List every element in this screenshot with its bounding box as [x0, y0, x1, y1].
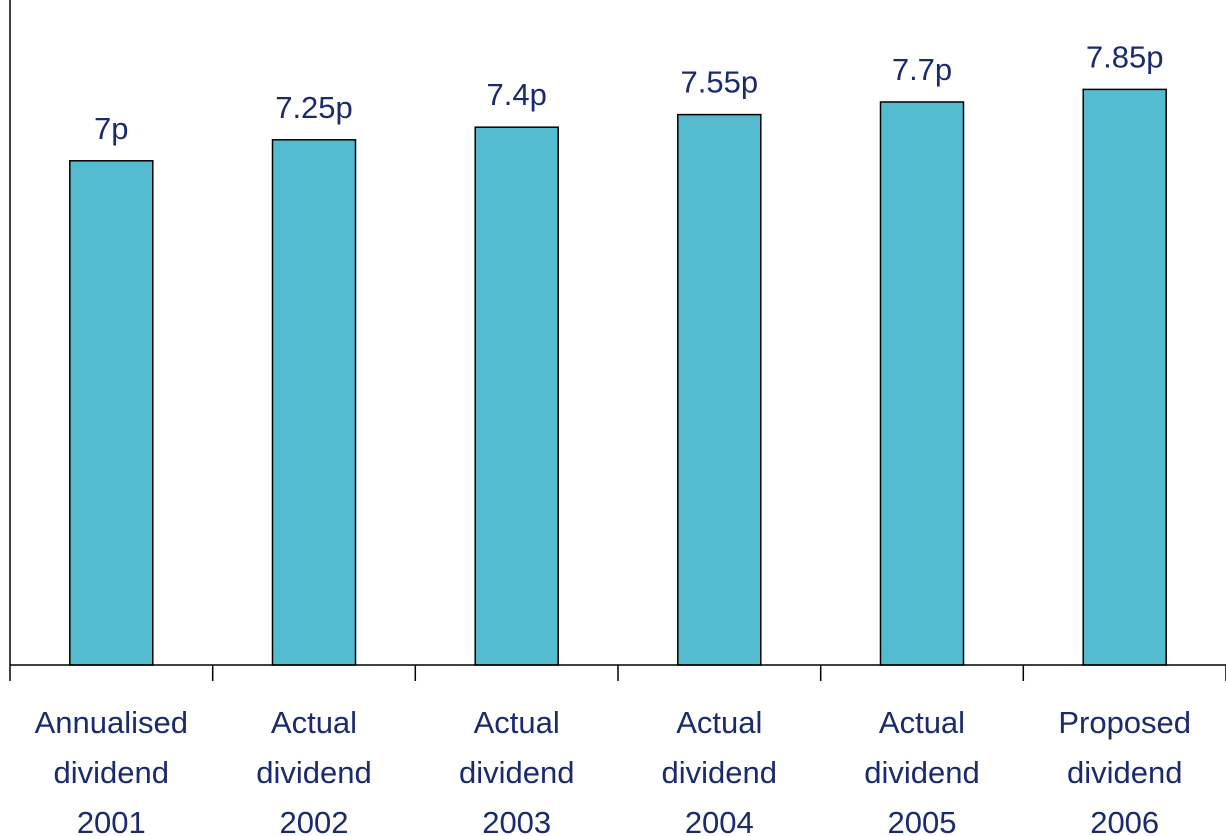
category-label-4: Actual dividend 2004: [662, 705, 777, 836]
category-label-line: Actual: [676, 705, 762, 740]
category-label-5: Actual dividend 2005: [864, 705, 979, 836]
bar-4: [677, 113, 762, 666]
category-label-line: dividend: [256, 755, 371, 790]
data-label-2: 7.25p: [275, 90, 353, 125]
bar-2: [271, 139, 357, 666]
bar-5: [879, 101, 965, 666]
data-label-4: 7.55p: [681, 65, 759, 100]
category-label-line: dividend: [864, 755, 979, 790]
category-label-line: 2005: [888, 805, 957, 836]
category-label-2: Actual dividend 2002: [256, 705, 371, 836]
bar-1: [69, 160, 154, 666]
bar-3: [474, 126, 559, 666]
category-label-3: Actual dividend 2003: [459, 705, 574, 836]
bars-layer: [69, 88, 1167, 666]
category-label-line: Actual: [879, 705, 965, 740]
category-label-line: 2003: [482, 805, 551, 836]
data-label-1: 7p: [94, 111, 128, 146]
category-labels-layer: Annualised dividend 2001 Actual dividend 2002…: [35, 705, 1191, 836]
category-label-line: 2006: [1090, 805, 1159, 836]
data-label-5: 7.7p: [892, 52, 952, 87]
category-label-line: 2004: [685, 805, 754, 836]
category-label-line: dividend: [1067, 755, 1182, 790]
category-label-6: Proposed dividend 2006: [1058, 705, 1191, 836]
category-label-line: Annualised: [35, 705, 188, 740]
category-label-line: 2001: [77, 805, 146, 836]
data-labels-layer: 7p 7.25p 7.4p 7.55p 7.7p 7.85p: [94, 39, 1163, 145]
category-label-line: dividend: [662, 755, 777, 790]
category-label-line: Proposed: [1058, 705, 1191, 740]
category-label-line: Actual: [474, 705, 560, 740]
category-label-1: Annualised dividend 2001: [35, 705, 188, 836]
category-label-line: 2002: [280, 805, 349, 836]
bar-6: [1082, 88, 1167, 666]
data-label-6: 7.85p: [1086, 39, 1164, 74]
category-label-line: Actual: [271, 705, 357, 740]
category-label-line: dividend: [54, 755, 169, 790]
x-axis: [9, 0, 1226, 681]
category-label-line: dividend: [459, 755, 574, 790]
data-label-3: 7.4p: [487, 77, 547, 112]
